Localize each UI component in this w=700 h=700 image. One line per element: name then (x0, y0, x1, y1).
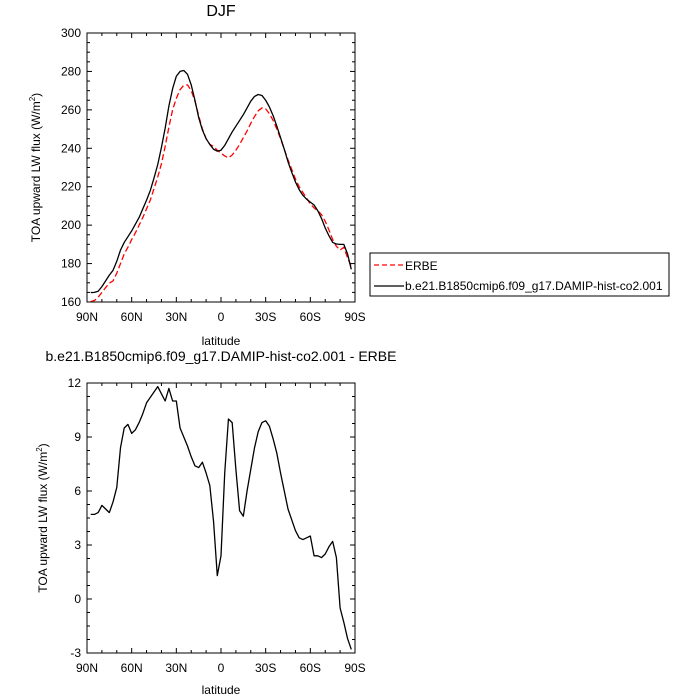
y-axis-label: TOA upward LW flux (W/m2) (35, 443, 50, 592)
y-tick-label: 300 (61, 26, 81, 40)
y-axis-label-text: TOA upward LW flux (W/m (29, 101, 43, 242)
y-tick-label: -3 (70, 646, 81, 660)
x-tick-labels: 90N 60N 30N 0 30S 60S 90S (76, 310, 366, 324)
x-tick-label: 90S (344, 310, 365, 324)
chart-title: b.e21.B1850cmip6.f09_g17.DAMIP-hist-co2.… (46, 348, 397, 364)
x-tick-label: 0 (218, 661, 225, 675)
y-tick-label: 3 (74, 538, 81, 552)
x-tick-label: 30S (255, 661, 276, 675)
plot-frame (86, 382, 356, 654)
y-axis-label-superscript: 2 (28, 96, 37, 101)
y-axis-label-superscript: 2 (35, 447, 44, 452)
x-tick-label: 30S (255, 310, 276, 324)
x-tick-label: 90N (76, 310, 98, 324)
y-axis-label-text: TOA upward LW flux (W/m (36, 452, 50, 593)
x-tick-label: 60S (300, 661, 321, 675)
y-axis-label: TOA upward LW flux (W/m2) (28, 93, 43, 242)
plot-frame (86, 32, 356, 303)
series-lines (90, 385, 352, 650)
legend-box (369, 252, 670, 297)
y-tick-label: 0 (74, 592, 81, 606)
x-tick-label: 60N (121, 310, 143, 324)
y-tick-label: 180 (61, 257, 81, 271)
y-tick-labels: -3 0 3 6 9 12 (68, 376, 82, 660)
x-tick-label: 90N (76, 661, 98, 675)
y-tick-label: 260 (61, 103, 81, 117)
series-line-0 (90, 385, 352, 650)
legend: ERBE b.e21.B1850cmip6.f09_g17.DAMIP-hist… (369, 252, 670, 297)
plot-area (86, 382, 356, 654)
x-tick-label: 30N (165, 661, 187, 675)
x-tick-label: 60S (300, 310, 321, 324)
axis-ticks (86, 32, 356, 303)
y-tick-label: 9 (74, 430, 81, 444)
series-line-b-e21-b1850cmip6-f09-g17-damip-hist-co2-001 (90, 69, 352, 294)
y-tick-label: 200 (61, 218, 81, 232)
plot-area (86, 32, 356, 303)
x-axis-label: latitude (202, 334, 241, 348)
legend-label-erbe: ERBE (405, 259, 438, 273)
x-axis-label: latitude (202, 683, 241, 697)
y-tick-label: 240 (61, 141, 81, 155)
series-lines (90, 69, 352, 303)
x-tick-label: 90S (344, 661, 365, 675)
x-tick-label: 0 (218, 310, 225, 324)
axis-ticks (86, 382, 356, 654)
y-tick-label: 6 (74, 484, 81, 498)
series-line-erbe (90, 84, 352, 303)
y-tick-labels: 160 180 200 220 240 260 280 300 (61, 26, 81, 309)
y-tick-label: 160 (61, 295, 81, 309)
y-tick-label: 280 (61, 64, 81, 78)
chart-title: DJF (206, 3, 236, 20)
legend-label-model: b.e21.B1850cmip6.f09_g17.DAMIP-hist-co2.… (405, 279, 663, 293)
panel-top-djf: DJF 160 180 200 220 240 260 280 300 90N 60N 30N 0 3… (28, 3, 670, 348)
y-tick-label: 12 (68, 376, 82, 390)
x-tick-label: 60N (121, 661, 143, 675)
x-tick-labels: 90N 60N 30N 0 30S 60S 90S (76, 661, 366, 675)
y-axis-label-close: ) (36, 443, 50, 447)
panel-bottom-difference: b.e21.B1850cmip6.f09_g17.DAMIP-hist-co2.… (35, 348, 396, 697)
y-tick-label: 220 (61, 180, 81, 194)
x-tick-label: 30N (165, 310, 187, 324)
y-axis-label-close: ) (29, 93, 43, 97)
